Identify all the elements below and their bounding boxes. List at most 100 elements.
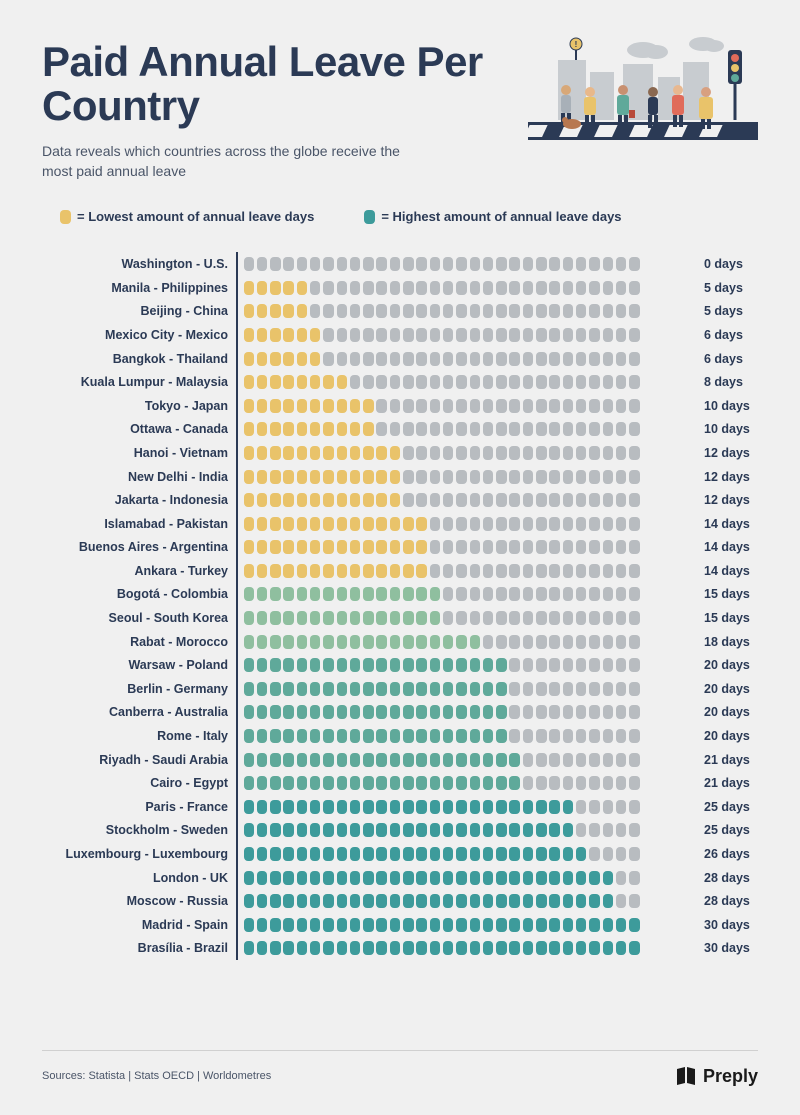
pill [257, 470, 268, 484]
pill [297, 564, 308, 578]
pill [376, 682, 387, 696]
pill [270, 682, 281, 696]
pill [244, 422, 255, 436]
pill [337, 281, 348, 295]
legend-high: = Highest amount of annual leave days [364, 209, 621, 224]
pill [483, 941, 494, 955]
pill [563, 658, 574, 672]
pill [536, 470, 547, 484]
pill [603, 375, 614, 389]
row-pills [244, 705, 695, 719]
pill [549, 871, 560, 885]
pill [443, 823, 454, 837]
pill [483, 847, 494, 861]
row-value: 12 days [694, 446, 758, 460]
row-pills [244, 753, 695, 767]
pill [244, 729, 255, 743]
pill [536, 540, 547, 554]
pill [563, 776, 574, 790]
pill [576, 918, 587, 932]
row-label: Ankara - Turkey [42, 564, 236, 578]
row-pills [244, 800, 695, 814]
pill [616, 847, 627, 861]
pill [549, 328, 560, 342]
pill [456, 352, 467, 366]
pill [403, 941, 414, 955]
pill [257, 753, 268, 767]
pill [456, 281, 467, 295]
pill [549, 375, 560, 389]
pill [616, 304, 627, 318]
pill [350, 375, 361, 389]
pill [257, 540, 268, 554]
pill [283, 729, 294, 743]
chart-row: Stockholm - Sweden25 days [42, 819, 758, 843]
pill [496, 587, 507, 601]
pill [390, 587, 401, 601]
pill [509, 611, 520, 625]
pill [350, 422, 361, 436]
pill [376, 375, 387, 389]
pill [297, 894, 308, 908]
pill [270, 800, 281, 814]
pill [536, 894, 547, 908]
pill [337, 894, 348, 908]
pill [616, 753, 627, 767]
pill [496, 328, 507, 342]
pill [416, 611, 427, 625]
pill [283, 658, 294, 672]
pill [589, 800, 600, 814]
row-label: Riyadh - Saudi Arabia [42, 753, 236, 767]
pill [523, 682, 534, 696]
pill [496, 564, 507, 578]
pill [337, 941, 348, 955]
pill [297, 847, 308, 861]
pill [549, 635, 560, 649]
pill [523, 399, 534, 413]
pill [350, 871, 361, 885]
pill [416, 493, 427, 507]
pill [603, 729, 614, 743]
row-pills [244, 941, 695, 955]
pill [563, 352, 574, 366]
pill [576, 564, 587, 578]
pill [563, 587, 574, 601]
pill [470, 753, 481, 767]
pill [350, 823, 361, 837]
pill [456, 540, 467, 554]
pill [363, 635, 374, 649]
row-label: Hanoi - Vietnam [42, 446, 236, 460]
pill [616, 446, 627, 460]
pill [576, 753, 587, 767]
row-pills [244, 517, 695, 531]
row-pills [244, 422, 695, 436]
pill [283, 823, 294, 837]
pill [403, 517, 414, 531]
pill [536, 352, 547, 366]
pill [283, 399, 294, 413]
pill [376, 823, 387, 837]
pill [430, 871, 441, 885]
pill [416, 540, 427, 554]
row-pills [244, 776, 695, 790]
pill [363, 564, 374, 578]
pill [496, 823, 507, 837]
pill [337, 399, 348, 413]
pill [297, 352, 308, 366]
pill [456, 257, 467, 271]
pill [270, 517, 281, 531]
pill [416, 399, 427, 413]
pill [376, 753, 387, 767]
pill [323, 705, 334, 719]
pill [244, 540, 255, 554]
pill [603, 823, 614, 837]
pill [589, 635, 600, 649]
pill [390, 941, 401, 955]
pill [310, 517, 321, 531]
pill [363, 918, 374, 932]
pill [603, 635, 614, 649]
pill [523, 517, 534, 531]
chart-row: Mexico City - Mexico6 days [42, 323, 758, 347]
pill [576, 375, 587, 389]
pill [297, 753, 308, 767]
